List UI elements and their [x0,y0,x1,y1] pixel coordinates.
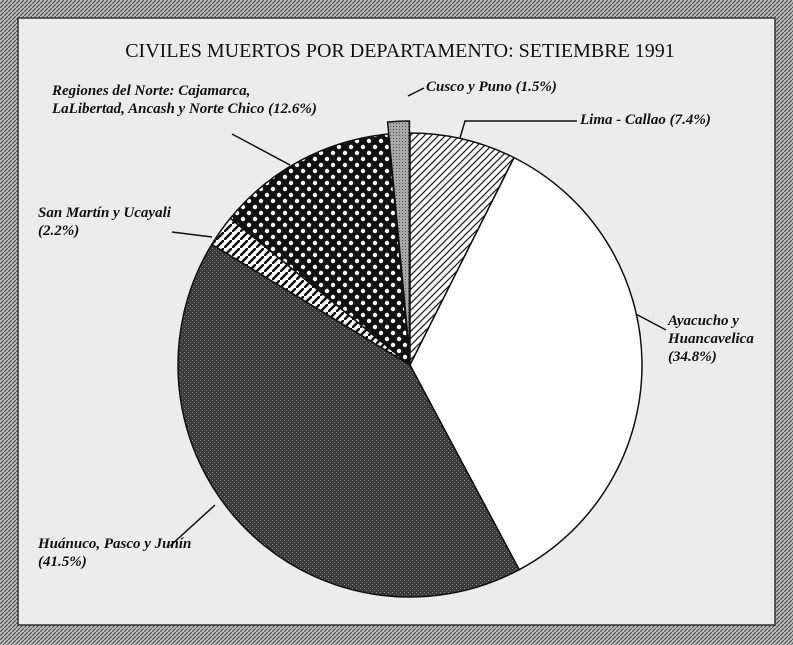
slice-label: Ayacucho y Huancavelica (34.8%) [668,312,778,366]
category-label: Regiones del Norte: Cajamarca, LaLiberta… [52,83,265,117]
category-label: Lima - Callao [580,112,666,128]
value-label: (12.6%) [268,101,317,117]
slice-label: Lima - Callao (7.4%) [580,111,770,129]
value-label: (1.5%) [515,79,557,95]
category-label: San Martín y Ucayali [38,205,171,221]
leader-line [631,311,667,331]
pie-slice [409,132,516,366]
slice-label: Huánuco, Pasco y Junín (41.5%) [38,535,208,571]
value-label: (2.2%) [38,223,80,239]
leader-line [459,120,577,139]
leader-line [407,87,425,97]
value-label: (7.4%) [669,112,711,128]
slice-label: Regiones del Norte: Cajamarca, LaLiberta… [52,82,317,118]
leader-line [169,504,216,547]
leader-lines [169,87,667,547]
category-label: Ayacucho y Huancavelica [668,313,754,347]
pie-slice [386,120,411,354]
pie-slice [229,133,411,367]
category-label: Huánuco, Pasco y Junín [38,536,192,552]
value-label: (34.8%) [668,349,717,365]
leader-line [231,133,291,166]
category-label: Cusco y Puno [426,79,512,95]
pie-slice [177,243,521,598]
slice-label: San Martín y Ucayali (2.2%) [38,204,178,240]
chart-title: CIVILES MUERTOS POR DEPARTAMENTO: SETIEM… [125,40,675,62]
pie-slice [409,156,643,571]
value-label: (41.5%) [38,554,87,570]
slice-label: Cusco y Puno (1.5%) [426,78,586,96]
leader-line [171,231,213,238]
